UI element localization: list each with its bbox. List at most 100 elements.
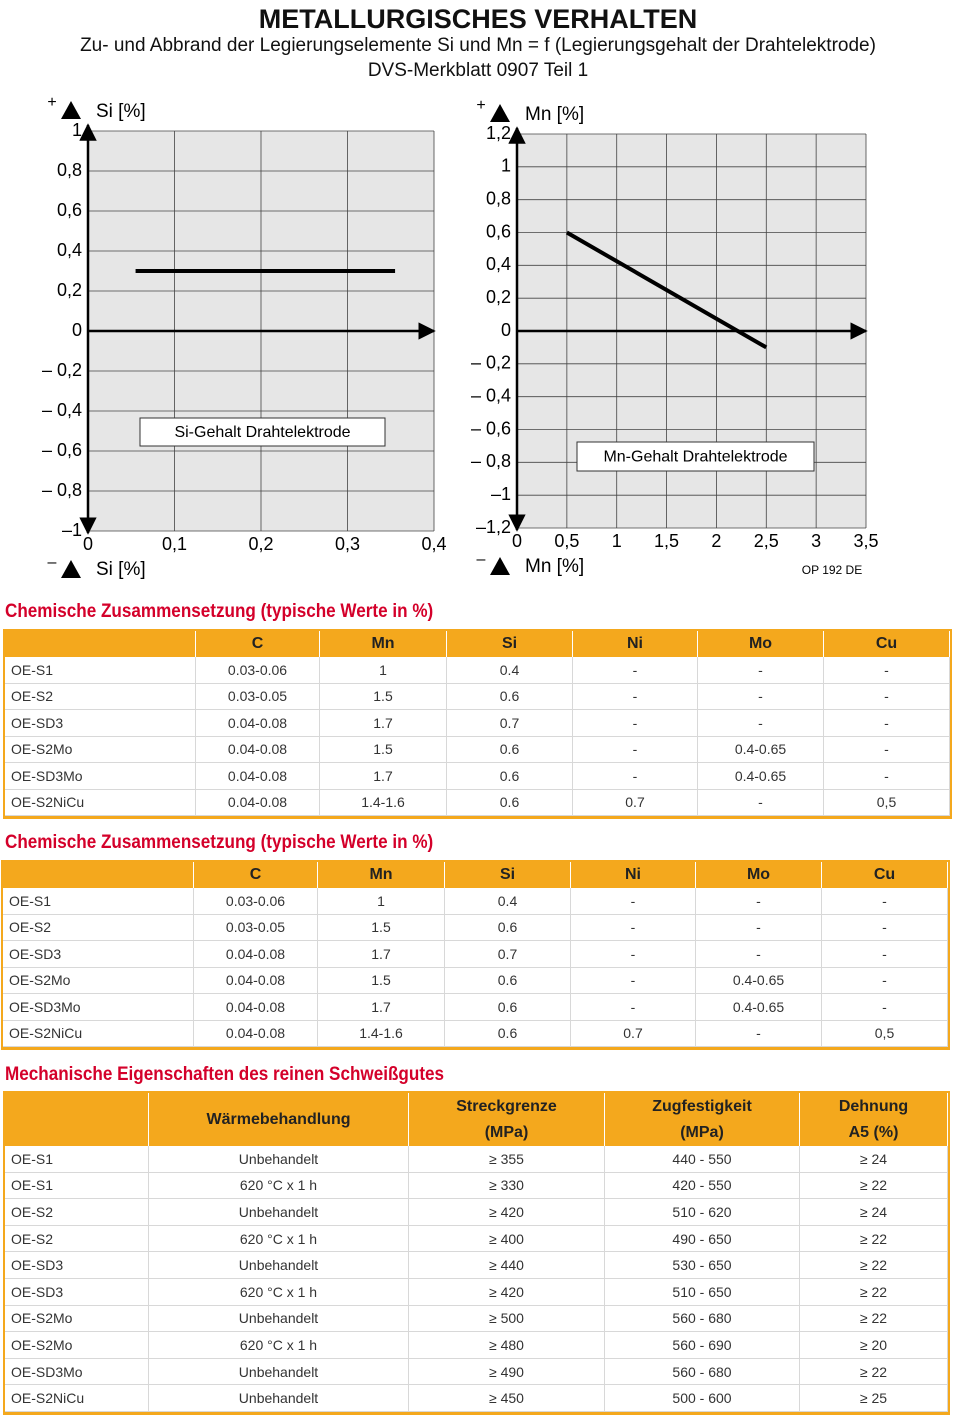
header-cell: Ni: [573, 631, 698, 657]
table-cell: 0.04-0.08: [196, 789, 320, 816]
header-cell: Si: [445, 862, 571, 888]
table-cell: 1.7: [320, 710, 447, 737]
table-cell: 0.6: [445, 1020, 571, 1047]
table-cell: ≥ 22: [800, 1305, 948, 1333]
minus-sign: –: [477, 551, 486, 568]
header-text: Cu: [875, 635, 898, 652]
table-cell: 0.04-0.08: [194, 967, 318, 994]
header-text: Si: [501, 635, 518, 652]
header-cell: Cu: [824, 631, 950, 657]
row-label: OE-S2Mo: [5, 1332, 149, 1359]
y-tick-label: – 0,8: [42, 480, 82, 500]
y-tick-label: 1: [72, 120, 82, 140]
table-cell: ≥ 400: [409, 1225, 605, 1253]
y-tick-label: – 0,6: [42, 440, 82, 460]
table-cell: -: [698, 789, 824, 816]
row-label: OE-S1: [5, 657, 196, 684]
triangle-icon: [490, 557, 510, 575]
table-cell: Unbehandelt: [149, 1358, 409, 1386]
header-text: Streckgrenze: [456, 1097, 557, 1115]
table-cell: 0.7: [445, 941, 571, 968]
y-tick-label: 0,4: [486, 254, 511, 274]
x-tick-label: 3,5: [853, 531, 878, 551]
header-text: A5 (%): [848, 1123, 899, 1141]
table-cell: 0.7: [571, 1020, 696, 1047]
plus-sign: +: [47, 94, 56, 111]
header-text: Mn: [371, 635, 395, 652]
data-line: [565, 230, 768, 350]
table-cell: 1.4-1.6: [320, 789, 447, 816]
x-tick-label: 1,5: [654, 531, 679, 551]
table-cell: 560 - 690: [605, 1332, 800, 1359]
minus-sign: –: [48, 554, 57, 571]
table-cell: ≥ 420: [409, 1199, 605, 1226]
header-cell: [3, 862, 194, 888]
header-text: Zugfestigkeit: [652, 1097, 752, 1115]
table-cell: ≥ 420: [409, 1279, 605, 1306]
table-cell: 0.03-0.05: [196, 683, 320, 710]
table-cell: 560 - 680: [605, 1305, 800, 1333]
table-cell: -: [571, 914, 696, 941]
y-tick-label: 0,8: [486, 188, 511, 208]
header-text: C: [249, 866, 262, 883]
y-tick-label: 0,2: [486, 287, 511, 307]
x-tick-label: 2,5: [754, 531, 779, 551]
table-cell: 620 °C x 1 h: [149, 1332, 409, 1359]
table-cell: ≥ 20: [800, 1332, 948, 1359]
table-cell: ≥ 330: [409, 1172, 605, 1200]
table-cell: 440 - 550: [605, 1146, 800, 1173]
table-cell: 530 - 650: [605, 1252, 800, 1279]
table-cell: 0.6: [447, 789, 573, 816]
table-cell: -: [573, 736, 698, 763]
table-cell: 0.04-0.08: [194, 1020, 318, 1047]
header-cell: [5, 1093, 149, 1146]
table-cell: 1.7: [318, 941, 445, 968]
x-tick-label: 0: [512, 531, 522, 551]
row-label: OE-S2NiCu: [5, 789, 196, 816]
x-tick-label: 0,1: [162, 534, 187, 554]
x-tick-label: 0,4: [421, 534, 446, 554]
y-tick-label: 0,6: [486, 221, 511, 241]
table-cell: 1.4-1.6: [318, 1020, 445, 1047]
table-cell: ≥ 440: [409, 1252, 605, 1279]
table-cell: 0.4-0.65: [698, 736, 824, 763]
row-label: OE-SD3: [5, 710, 196, 737]
figure-code: OP 192 DE: [802, 563, 862, 577]
table-cell: ≥ 22: [800, 1172, 948, 1200]
y-tick-label: –1: [62, 520, 82, 540]
row-label: OE-S2: [5, 1225, 149, 1253]
x-tick-label: 0,3: [335, 534, 360, 554]
y-tick-label: 0: [501, 320, 511, 340]
table-title: Chemische Zusammensetzung (typische Wert…: [5, 601, 434, 622]
header-text: Mn: [369, 866, 393, 883]
table-cell: -: [822, 888, 948, 915]
y-tick-label: – 0,4: [471, 385, 511, 405]
table-cell: -: [696, 914, 822, 941]
header-cell: C: [194, 862, 318, 888]
table-title: Chemische Zusammensetzung (typische Wert…: [5, 832, 434, 853]
triangle-icon: [61, 101, 81, 119]
header-text: Dehnung: [838, 1097, 909, 1115]
row-label: OE-S1: [5, 1146, 149, 1173]
table-cell: 0.03-0.06: [194, 888, 318, 915]
header-cell: Zugfestigkeit (MPa): [605, 1093, 800, 1146]
y-tick-label: 0: [72, 320, 82, 340]
row-label: OE-SD3Mo: [5, 1358, 149, 1386]
table-cell: 490 - 650: [605, 1225, 800, 1253]
table-cell: 0.7: [447, 710, 573, 737]
y-tick-label: – 0,2: [42, 360, 82, 380]
header-cell: Dehnung A5 (%): [800, 1093, 948, 1146]
subtitle: Zu- und Abbrand der Legierungselemente S…: [80, 35, 876, 56]
table-cell: 1.5: [318, 967, 445, 994]
triangle-icon: [61, 560, 81, 578]
x-tick-label: 2: [711, 531, 721, 551]
table-cell: 0.6: [445, 994, 571, 1021]
table-cell: 1: [320, 657, 447, 684]
y-tick-label: 0,2: [57, 280, 82, 300]
table-cell: -: [824, 710, 950, 737]
y-axis-label: Si [%]: [96, 101, 146, 122]
table-cell: 1.7: [318, 994, 445, 1021]
y-tick-label: –1: [491, 484, 511, 504]
table-cell: -: [822, 914, 948, 941]
